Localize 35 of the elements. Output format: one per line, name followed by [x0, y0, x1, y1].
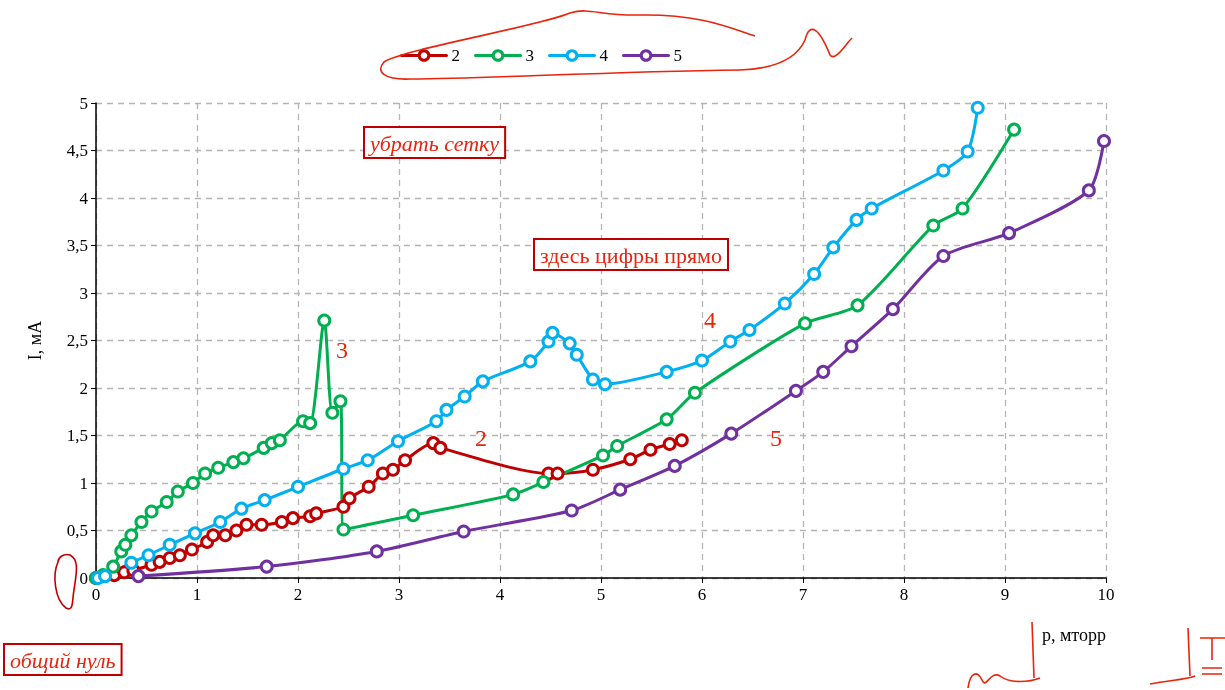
- x-axis-title: р, мторр: [1041, 625, 1106, 645]
- legend-label: 2: [451, 46, 460, 65]
- y-tick-label: 3,5: [66, 236, 88, 255]
- annotation: 5: [770, 425, 782, 451]
- legend-label: 4: [599, 46, 609, 65]
- y-tick-label: 3: [79, 283, 88, 303]
- x-tick-label: 7: [798, 585, 808, 604]
- annotation: убрать сетку: [368, 130, 500, 156]
- y-tick-label: 4,5: [66, 141, 88, 160]
- x-tick-label: 2: [293, 585, 303, 604]
- x-tick-label: 1: [192, 585, 202, 604]
- annotation: 4: [704, 307, 716, 333]
- y-tick-label: 0: [79, 568, 88, 588]
- x-tick-label: 9: [1000, 585, 1010, 604]
- x-tick-label: 3: [394, 585, 404, 604]
- annotation: здесь цифры прямо: [540, 242, 722, 268]
- annotation: 3: [336, 337, 348, 363]
- y-tick-label: 5: [79, 93, 88, 113]
- x-tick-label: 4: [495, 585, 505, 604]
- y-tick-label: 0,5: [66, 521, 88, 540]
- text: общий нуль: [10, 647, 116, 673]
- y-tick-label: 2: [79, 378, 88, 398]
- x-tick-label: 6: [697, 585, 707, 604]
- y-tick-label: 1,5: [66, 426, 88, 445]
- annotation: 2: [475, 425, 487, 451]
- x-tick-label: 8: [899, 585, 909, 604]
- x-tick-label: 0: [91, 585, 101, 604]
- y-axis-title: I, мА: [25, 320, 45, 361]
- y-tick-label: 2,5: [66, 331, 88, 350]
- x-tick-label: 10: [1097, 585, 1115, 604]
- legend-label: 5: [673, 46, 682, 65]
- y-tick-label: 1: [79, 473, 88, 493]
- y-tick-label: 4: [79, 188, 89, 208]
- legend-label: 3: [525, 46, 534, 65]
- x-tick-label: 5: [596, 585, 606, 604]
